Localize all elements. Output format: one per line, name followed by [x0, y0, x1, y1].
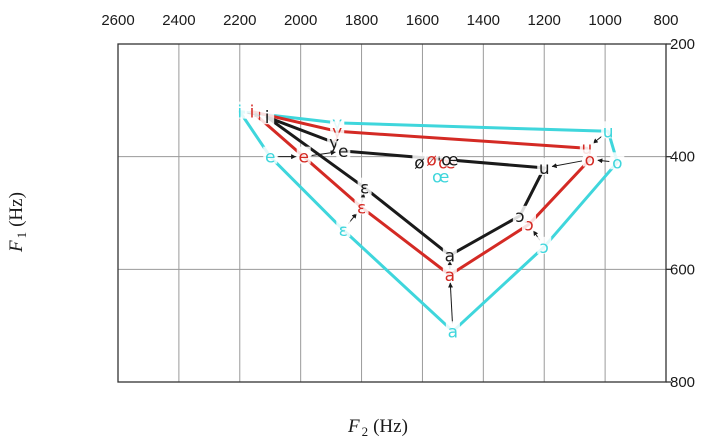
y-tick-label: 400	[670, 149, 695, 166]
x-tick-label: 2400	[162, 12, 195, 29]
vowel-label: ɔ	[515, 207, 524, 227]
y-tick-label: 800	[670, 374, 695, 391]
vowel-label: i	[265, 108, 270, 128]
vowel-label: ø	[414, 153, 424, 173]
plot-frame	[118, 44, 666, 382]
vowel-label: o	[612, 153, 622, 173]
x-tick-label: 1400	[467, 12, 500, 29]
shift-arrow	[552, 161, 582, 167]
series-black-outline	[267, 117, 544, 255]
vowel-label: ɛ	[339, 221, 348, 241]
y-tick-label: 200	[670, 36, 695, 53]
series-layer	[240, 112, 618, 332]
vowel-label: e	[338, 142, 348, 162]
y-tick-label: 600	[670, 261, 695, 278]
x-tick-label: 1000	[588, 12, 621, 29]
shift-arrow	[593, 136, 602, 143]
vowel-label: ɛ	[360, 179, 369, 199]
vowel-label: a	[448, 322, 458, 342]
shift-arrow	[450, 283, 452, 323]
vowel-label: a	[445, 246, 455, 266]
x-tick-label: 2600	[101, 12, 134, 29]
shift-arrow	[598, 160, 609, 161]
vowel-label: ɔ	[540, 238, 549, 258]
x-tick-label: 1200	[528, 12, 561, 29]
x-axis-label: F 2 (Hz)	[347, 416, 408, 439]
vowel-label: e	[298, 148, 308, 168]
vowel-label: i	[250, 103, 255, 123]
x-tick-label: 1600	[406, 12, 439, 29]
vowel-label: i	[237, 103, 242, 123]
tick-labels: 2600 2400 2200 2000 1800 1600 1400 1200 1000 800 2…	[101, 12, 695, 391]
vowel-label: a	[445, 266, 455, 286]
vowel-label: ɛ	[357, 198, 366, 218]
x-tick-label: 2200	[223, 12, 256, 29]
vowel-label: o	[585, 150, 595, 170]
x-tick-label: 2000	[284, 12, 317, 29]
vowel-label: œ	[441, 150, 458, 170]
vowel-label: ø	[426, 150, 436, 170]
x-tick-label: 1800	[345, 12, 378, 29]
vowel-label: e	[265, 148, 275, 168]
vowel-label: u	[603, 122, 614, 142]
x-tick-label: 800	[653, 12, 678, 29]
y-axis-label: F1(Hz)	[6, 192, 29, 253]
vowel-label: u	[539, 159, 550, 179]
series-cyan-outline	[240, 112, 618, 332]
